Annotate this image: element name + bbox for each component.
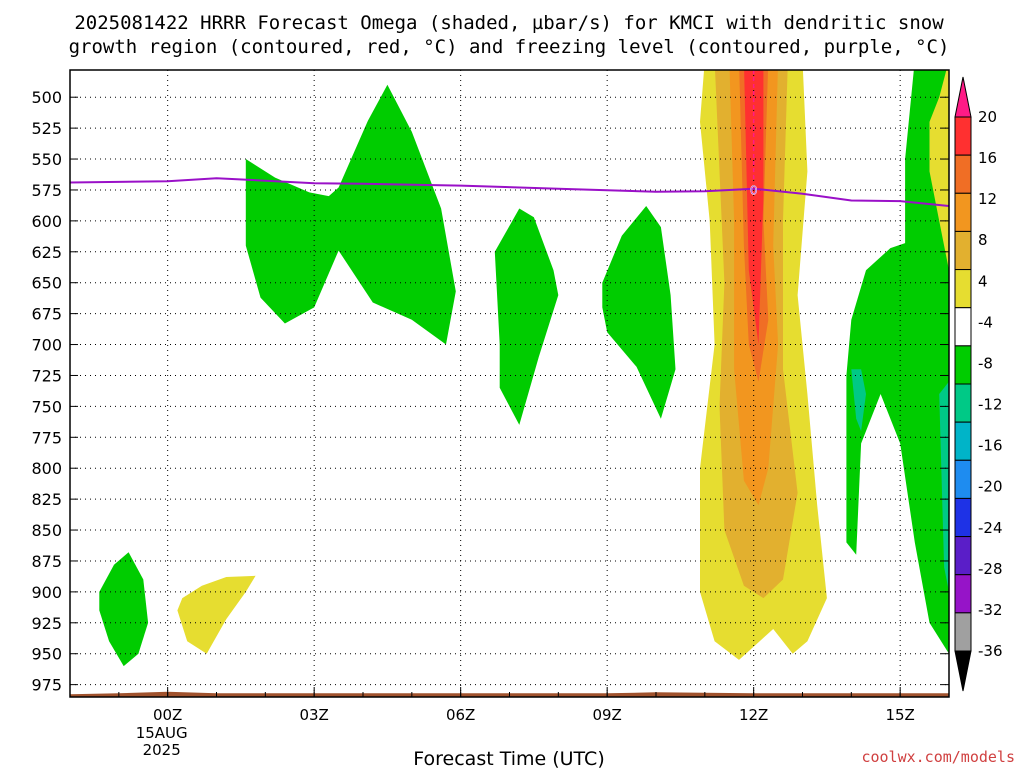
colorbar-segment bbox=[954, 345, 972, 385]
x-tick-label: 09Z bbox=[592, 706, 621, 724]
colorbar-label: -4 bbox=[978, 313, 993, 331]
colorbar-segment bbox=[954, 421, 972, 461]
y-tick-label: 950 bbox=[31, 645, 62, 664]
x-tick-label: 15Z bbox=[885, 706, 914, 724]
colorbar-label: -24 bbox=[978, 519, 1003, 537]
x-axis-label: Forecast Time (UTC) bbox=[413, 748, 604, 768]
colorbar-segment bbox=[954, 192, 972, 232]
x-tick-label: 00Z bbox=[153, 706, 182, 724]
y-tick-label: 500 bbox=[31, 88, 62, 107]
y-tick-label: 750 bbox=[31, 397, 62, 416]
omega-region-ascent-5 bbox=[846, 70, 949, 654]
y-tick-label: 550 bbox=[31, 150, 62, 169]
y-tick-label: 775 bbox=[31, 428, 62, 447]
omega-region-ascent-6-core bbox=[851, 369, 866, 432]
omega-region-ascent-2 bbox=[494, 208, 559, 425]
y-tick-label: 900 bbox=[31, 583, 62, 602]
y-axis-ticks: 500 525 550 575 600 625 650 675 700 725 750 775 800 8… bbox=[31, 88, 949, 695]
y-tick-label: 825 bbox=[31, 490, 62, 509]
y-tick-label: 875 bbox=[31, 552, 62, 571]
colorbar-segment bbox=[954, 269, 972, 309]
omega-region-ascent-7-right bbox=[939, 381, 949, 592]
y-tick-label: 725 bbox=[31, 366, 62, 385]
colorbar-label: -28 bbox=[978, 560, 1003, 578]
y-tick-label: 600 bbox=[31, 212, 62, 231]
colorbar-segment bbox=[954, 536, 972, 576]
omega-region-sink-right bbox=[929, 70, 949, 271]
omega-region-ascent-3 bbox=[602, 206, 676, 419]
colorbar-label: 20 bbox=[978, 108, 997, 126]
colorbar-label: -20 bbox=[978, 478, 1003, 496]
colorbar-top-extension bbox=[954, 76, 972, 118]
x-tick-label: 03Z bbox=[299, 706, 328, 724]
credit-text: coolwx.com/models bbox=[861, 748, 1015, 766]
y-tick-label: 850 bbox=[31, 521, 62, 540]
y-tick-label: 800 bbox=[31, 459, 62, 478]
freezing-level-line bbox=[70, 177, 949, 207]
colorbar-label: 12 bbox=[978, 190, 997, 208]
colorbar-label: 16 bbox=[978, 149, 997, 167]
colorbar-segment bbox=[954, 383, 972, 423]
x-tick-sublabel: 2025 bbox=[143, 741, 181, 759]
y-tick-label: 675 bbox=[31, 305, 62, 324]
colorbar-segment bbox=[954, 116, 972, 156]
colorbar-segment bbox=[954, 497, 972, 538]
y-tick-label: 925 bbox=[31, 614, 62, 633]
y-tick-label: 625 bbox=[31, 243, 62, 262]
y-tick-label: 650 bbox=[31, 274, 62, 293]
omega-region-sink-1 bbox=[177, 575, 256, 654]
colorbar-label: -16 bbox=[978, 437, 1003, 455]
y-tick-label: 525 bbox=[31, 119, 62, 138]
colorbar-segment bbox=[954, 230, 972, 271]
omega-region-sink-main-20 bbox=[744, 70, 764, 345]
colorbar-segment bbox=[954, 574, 972, 614]
colorbar-label: 4 bbox=[978, 272, 988, 290]
colorbar-segment bbox=[954, 612, 972, 652]
y-tick-label: 700 bbox=[31, 336, 62, 355]
x-tick-label: 12Z bbox=[739, 706, 768, 724]
omega-shaded-regions bbox=[99, 70, 949, 667]
freezing-level-layer: 0 bbox=[70, 70, 949, 207]
colorbar-label: -12 bbox=[978, 396, 1003, 414]
chart-title-line2: growth region (contoured, red, °C) and f… bbox=[69, 36, 950, 58]
colorbar-label: 8 bbox=[978, 231, 988, 249]
omega-region-ascent-1 bbox=[245, 84, 456, 345]
colorbar-label: -36 bbox=[978, 642, 1003, 660]
colorbar-segment bbox=[954, 154, 972, 194]
freezing-level-label: 0 bbox=[750, 183, 758, 197]
colorbar-bottom-extension bbox=[954, 650, 972, 692]
colorbar: 20 16 12 8 4 -4 -8 -12 -16 -20 -24 -28 -32 -36 bbox=[954, 76, 1003, 692]
x-tick-sublabel: 15AUG bbox=[136, 724, 188, 742]
colorbar-label: -8 bbox=[978, 354, 993, 372]
x-tick-label: 06Z bbox=[446, 706, 475, 724]
colorbar-segment bbox=[954, 459, 972, 499]
chart-title-line1: 2025081422 HRRR Forecast Omega (shaded, … bbox=[74, 12, 944, 34]
colorbar-segment bbox=[954, 307, 972, 347]
colorbar-label: -32 bbox=[978, 601, 1003, 619]
y-tick-label: 575 bbox=[31, 181, 62, 200]
y-tick-label: 975 bbox=[31, 676, 62, 695]
omega-region-ascent-4 bbox=[99, 552, 149, 667]
